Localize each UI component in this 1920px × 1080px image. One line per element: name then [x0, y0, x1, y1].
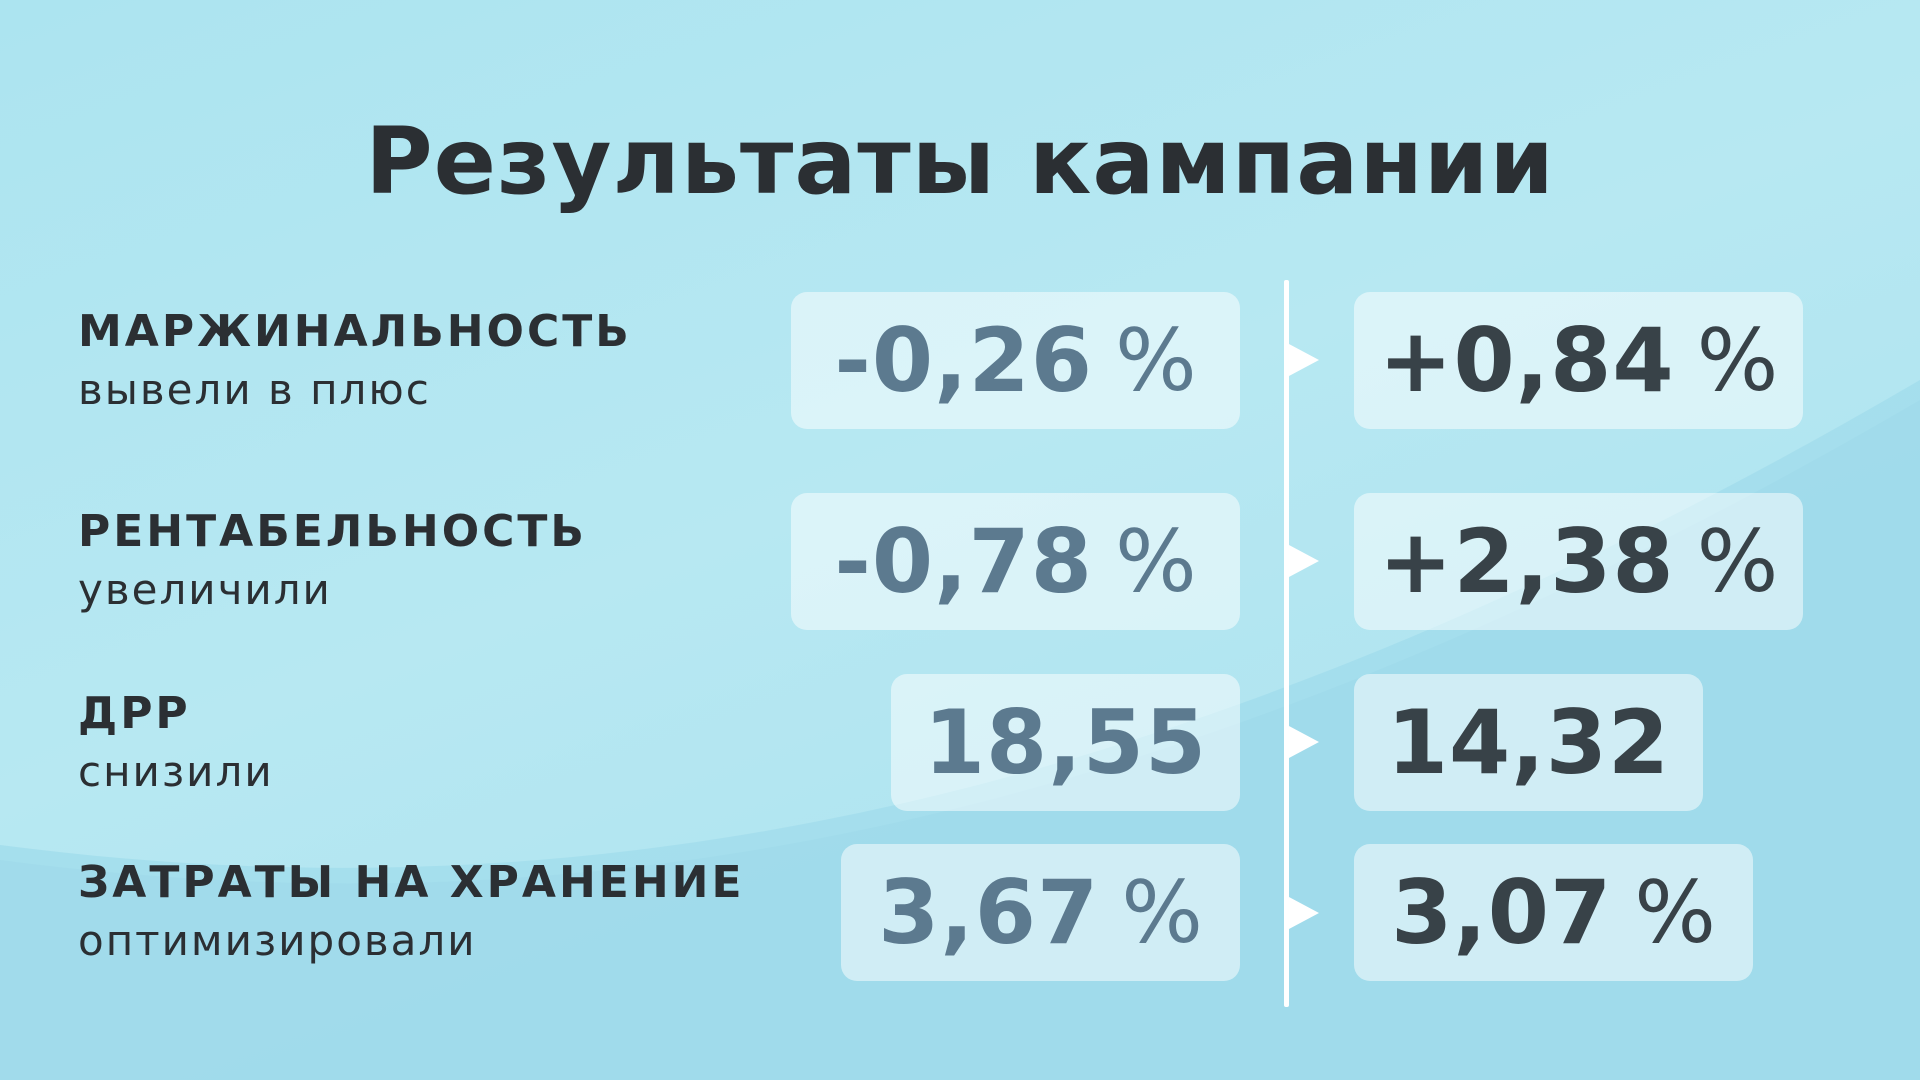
after-value-card: +0,84%	[1354, 292, 1803, 429]
after-value: 14,32	[1386, 691, 1671, 794]
percent-unit: %	[1696, 511, 1779, 612]
before-value: 18,55	[923, 691, 1208, 794]
percent-unit: %	[1634, 862, 1716, 963]
metric-label-profitability: РЕНТАБЕЛЬНОСТЬ увеличили	[78, 506, 587, 614]
arrow-icon	[1289, 897, 1319, 929]
arrow-icon	[1289, 726, 1319, 758]
page-title: Результаты кампании	[365, 108, 1555, 215]
metric-caption: оптимизировали	[78, 916, 477, 965]
percent-unit: %	[1114, 511, 1197, 612]
metric-name: ДРР	[78, 688, 191, 739]
percent-unit: %	[1121, 862, 1203, 963]
metric-name: МАРЖИНАЛЬНОСТЬ	[78, 306, 632, 357]
metric-caption: снизили	[78, 747, 274, 796]
metric-name: ЗАТРАТЫ НА ХРАНЕНИЕ	[78, 857, 745, 908]
before-value-card: 3,67%	[841, 844, 1240, 981]
before-value: -0,26	[834, 309, 1093, 412]
percent-unit: %	[1696, 310, 1779, 411]
before-value-card: -0,26%	[791, 292, 1240, 429]
metric-label-margin: МАРЖИНАЛЬНОСТЬ вывели в плюс	[78, 306, 632, 414]
metric-caption: увеличили	[78, 565, 332, 614]
percent-unit: %	[1114, 310, 1197, 411]
metric-caption: вывели в плюс	[78, 365, 431, 414]
arrow-icon	[1289, 344, 1319, 376]
metric-name: РЕНТАБЕЛЬНОСТЬ	[78, 506, 587, 557]
after-value-card: 14,32	[1354, 674, 1703, 811]
before-value: 3,67	[878, 861, 1100, 964]
after-value: +2,38	[1378, 510, 1675, 613]
after-value-card: +2,38%	[1354, 493, 1803, 630]
after-value: +0,84	[1378, 309, 1675, 412]
before-value: -0,78	[834, 510, 1093, 613]
metric-label-drr: ДРР снизили	[78, 688, 274, 796]
metric-label-storage: ЗАТРАТЫ НА ХРАНЕНИЕ оптимизировали	[78, 857, 745, 965]
arrow-icon	[1289, 545, 1319, 577]
before-value-card: 18,55	[891, 674, 1240, 811]
divider-line	[1284, 280, 1289, 1007]
after-value-card: 3,07%	[1354, 844, 1753, 981]
before-value-card: -0,78%	[791, 493, 1240, 630]
after-value: 3,07	[1391, 861, 1613, 964]
